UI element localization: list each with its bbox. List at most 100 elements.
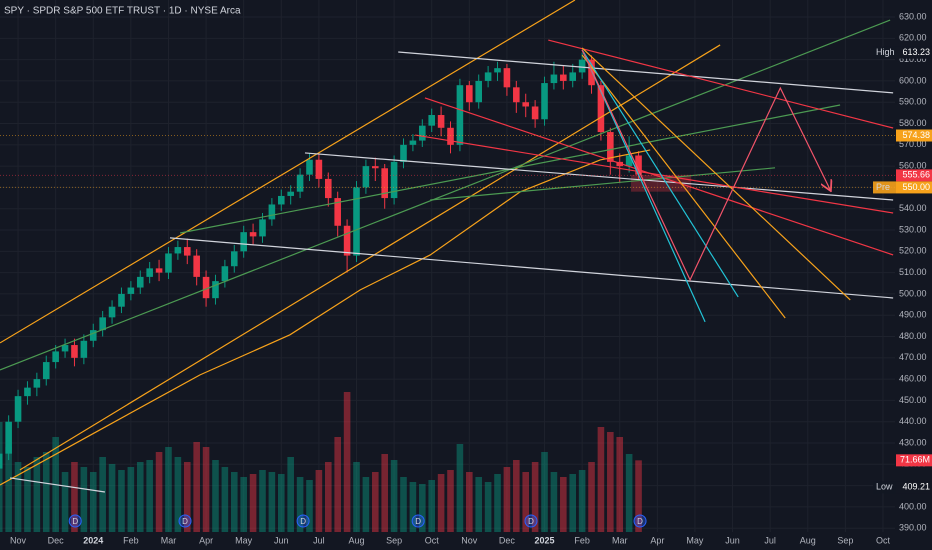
x-tick-label: May — [686, 535, 704, 545]
candle-body — [541, 83, 548, 120]
price-tag-name-bg — [873, 481, 896, 494]
volume-bar — [183, 462, 191, 532]
volume-bar — [42, 452, 50, 532]
volume-bar — [287, 457, 294, 532]
y-tick-label: 490.00 — [899, 310, 927, 320]
volume-bar — [381, 454, 388, 532]
volume-bar — [578, 470, 586, 532]
trend-line — [169, 237, 894, 299]
y-tick-label: 440.00 — [899, 416, 927, 426]
dividend-marker — [178, 514, 192, 528]
volume-bar — [560, 477, 567, 532]
volume-bar — [202, 447, 210, 532]
candle-body — [428, 115, 435, 126]
candle-body — [513, 87, 520, 103]
price-tag-label: 409.21 — [902, 482, 930, 492]
trend-line — [0, 149, 651, 486]
dividend-label: D — [182, 517, 188, 526]
x-tick-label: Aug — [800, 535, 816, 545]
dividend-marker — [633, 514, 647, 528]
candle-body — [165, 253, 172, 273]
x-tick-label: Jul — [764, 535, 776, 545]
candle-body — [71, 345, 78, 358]
trend-line — [304, 152, 894, 201]
candle-body — [296, 174, 304, 192]
price-tag — [896, 481, 932, 494]
candle-body — [221, 266, 229, 282]
volume-bar — [447, 470, 454, 532]
y-tick-label: 480.00 — [899, 331, 927, 341]
candle-body — [80, 340, 88, 358]
volume-bar — [315, 470, 323, 532]
volume-bar — [118, 470, 125, 532]
volume-bar — [588, 462, 595, 532]
x-tick-label: Mar — [161, 535, 177, 545]
trend-line — [581, 49, 739, 298]
volume-bar — [503, 467, 511, 532]
price-tag — [896, 46, 932, 59]
trend-line — [10, 477, 106, 493]
candle-body — [14, 396, 22, 422]
volume-bar — [165, 447, 172, 532]
price-tag — [896, 129, 932, 142]
candle-body — [127, 287, 135, 294]
candle-body — [343, 225, 351, 256]
trend-line — [430, 167, 776, 201]
dividend-label: D — [637, 517, 643, 526]
candle-body — [362, 166, 370, 188]
dividend-label: D — [300, 517, 306, 526]
volume-bar — [550, 472, 558, 532]
price-tag-label: 574.38 — [902, 130, 930, 140]
candle-body — [136, 276, 144, 288]
volume-bar — [353, 462, 360, 532]
candle-body — [456, 85, 464, 145]
candle-body — [240, 232, 247, 252]
candle-body — [52, 351, 59, 363]
candle-body — [550, 74, 558, 84]
volume-bar — [541, 452, 548, 532]
candle-body — [42, 362, 50, 380]
volume-bar — [127, 467, 135, 532]
candle-body — [5, 421, 12, 454]
dividend-marker — [524, 514, 538, 528]
volume-bar — [5, 447, 12, 532]
dividend-label: D — [415, 517, 421, 526]
candle-body — [306, 159, 313, 175]
y-tick-label: 620.00 — [899, 33, 927, 43]
candle-body — [325, 178, 332, 199]
candle-body — [447, 127, 454, 145]
trend-line — [19, 44, 721, 471]
price-tag-name: Low — [876, 482, 893, 492]
x-tick-label: Oct — [425, 535, 440, 545]
candle-body — [89, 330, 97, 341]
volume-pane — [0, 392, 642, 532]
trend-line — [581, 54, 786, 319]
price-tag — [896, 181, 932, 194]
volume-bar — [80, 467, 88, 532]
x-tick-label: Jun — [725, 535, 740, 545]
candle-body — [616, 161, 624, 167]
volume-bar — [390, 460, 398, 532]
volume-bar — [306, 480, 313, 532]
y-tick-label: 400.00 — [899, 501, 927, 511]
y-tick-label: 460.00 — [899, 373, 927, 383]
candle-body — [390, 161, 398, 199]
trend-line — [581, 49, 706, 323]
price-tag-name-bg — [873, 181, 896, 194]
candle-body — [193, 255, 200, 277]
volume-bar — [0, 422, 3, 532]
volume-tag — [896, 454, 932, 467]
volume-bar — [475, 477, 483, 532]
volume-bar — [230, 472, 238, 532]
price-tag — [896, 169, 932, 182]
dividend-label: D — [528, 517, 534, 526]
volume-bar — [419, 484, 426, 532]
y-tick-label: 510.00 — [899, 267, 927, 277]
chart-title: SPY · SPDR S&P 500 ETF TRUST · 1D · NYSE… — [4, 6, 241, 17]
candle-body — [108, 306, 116, 318]
candle-body — [607, 132, 614, 162]
candle-body — [212, 281, 219, 299]
price-tag-name: Pre — [876, 182, 890, 192]
volume-bar — [531, 462, 539, 532]
trend-line — [581, 47, 851, 301]
